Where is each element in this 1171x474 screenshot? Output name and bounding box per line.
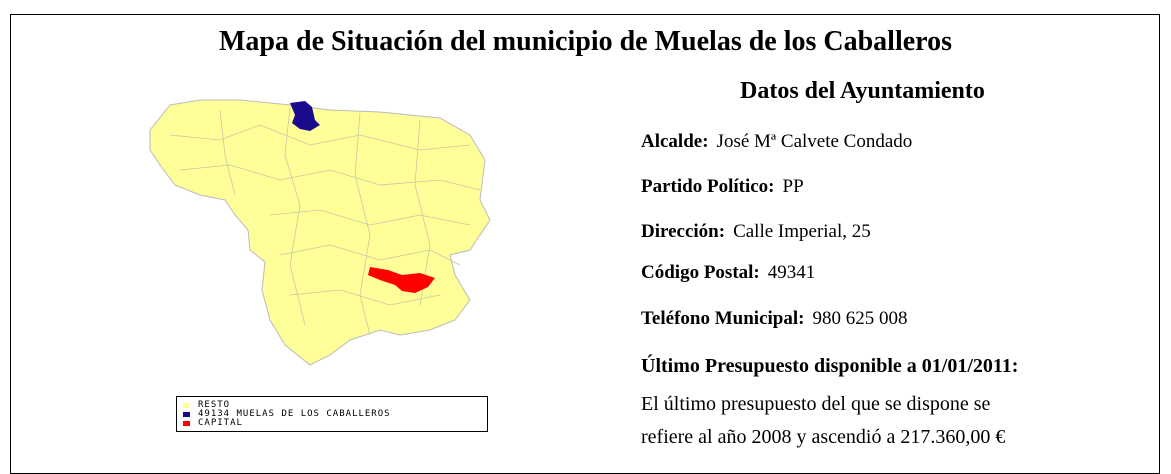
detail-value: 980 625 008 <box>812 308 908 329</box>
section-title: Datos del Ayuntamiento <box>740 78 985 104</box>
map-capital <box>368 267 435 293</box>
detail-value: Calle Imperial, 25 <box>733 221 871 242</box>
map-municipality <box>290 101 320 131</box>
detail-value: 49341 <box>767 262 816 283</box>
title: Mapa de Situación del municipio de Muela… <box>219 26 952 57</box>
legend-item: 49134 MUELAS DE LOS CABALLEROS <box>183 410 487 419</box>
budget-line: El último presupuesto del que se dispone… <box>641 393 991 415</box>
detail-label: Dirección: <box>641 221 726 242</box>
detail-label: Teléfono Municipal: <box>641 308 805 329</box>
map-rest <box>149 99 491 366</box>
legend-label: 49134 MUELAS DE LOS CABALLEROS <box>198 409 391 419</box>
detail-value: PP <box>782 176 804 197</box>
detail-label: Alcalde: <box>641 131 709 152</box>
province-map <box>149 99 491 366</box>
detail-row: Teléfono Municipal: 980 625 008 <box>641 308 907 330</box>
detail-value: José Mª Calvete Condado <box>716 131 913 152</box>
legend-swatch <box>183 421 190 426</box>
legend-item: RESTO <box>183 401 487 410</box>
detail-row: Partido Político: PP <box>641 176 804 198</box>
detail-row: Código Postal: 49341 <box>641 262 815 284</box>
detail-row: Dirección: Calle Imperial, 25 <box>641 221 871 243</box>
legend-label: CAPITAL <box>198 418 243 428</box>
legend-swatch <box>183 403 190 408</box>
legend-item: CAPITAL <box>183 419 487 428</box>
detail-label: Partido Político: <box>641 176 775 197</box>
detail-label: Código Postal: <box>641 262 760 283</box>
budget-title: Último Presupuesto disponible a 01/01/20… <box>641 355 1019 377</box>
budget-line: refiere al año 2008 y ascendió a 217.360… <box>641 426 1006 448</box>
detail-row: Alcalde: José Mª Calvete Condado <box>641 131 912 153</box>
map-legend: RESTO 49134 MUELAS DE LOS CABALLEROS CAPIT… <box>176 396 488 432</box>
legend-label: RESTO <box>198 400 231 410</box>
legend-swatch <box>183 412 190 417</box>
